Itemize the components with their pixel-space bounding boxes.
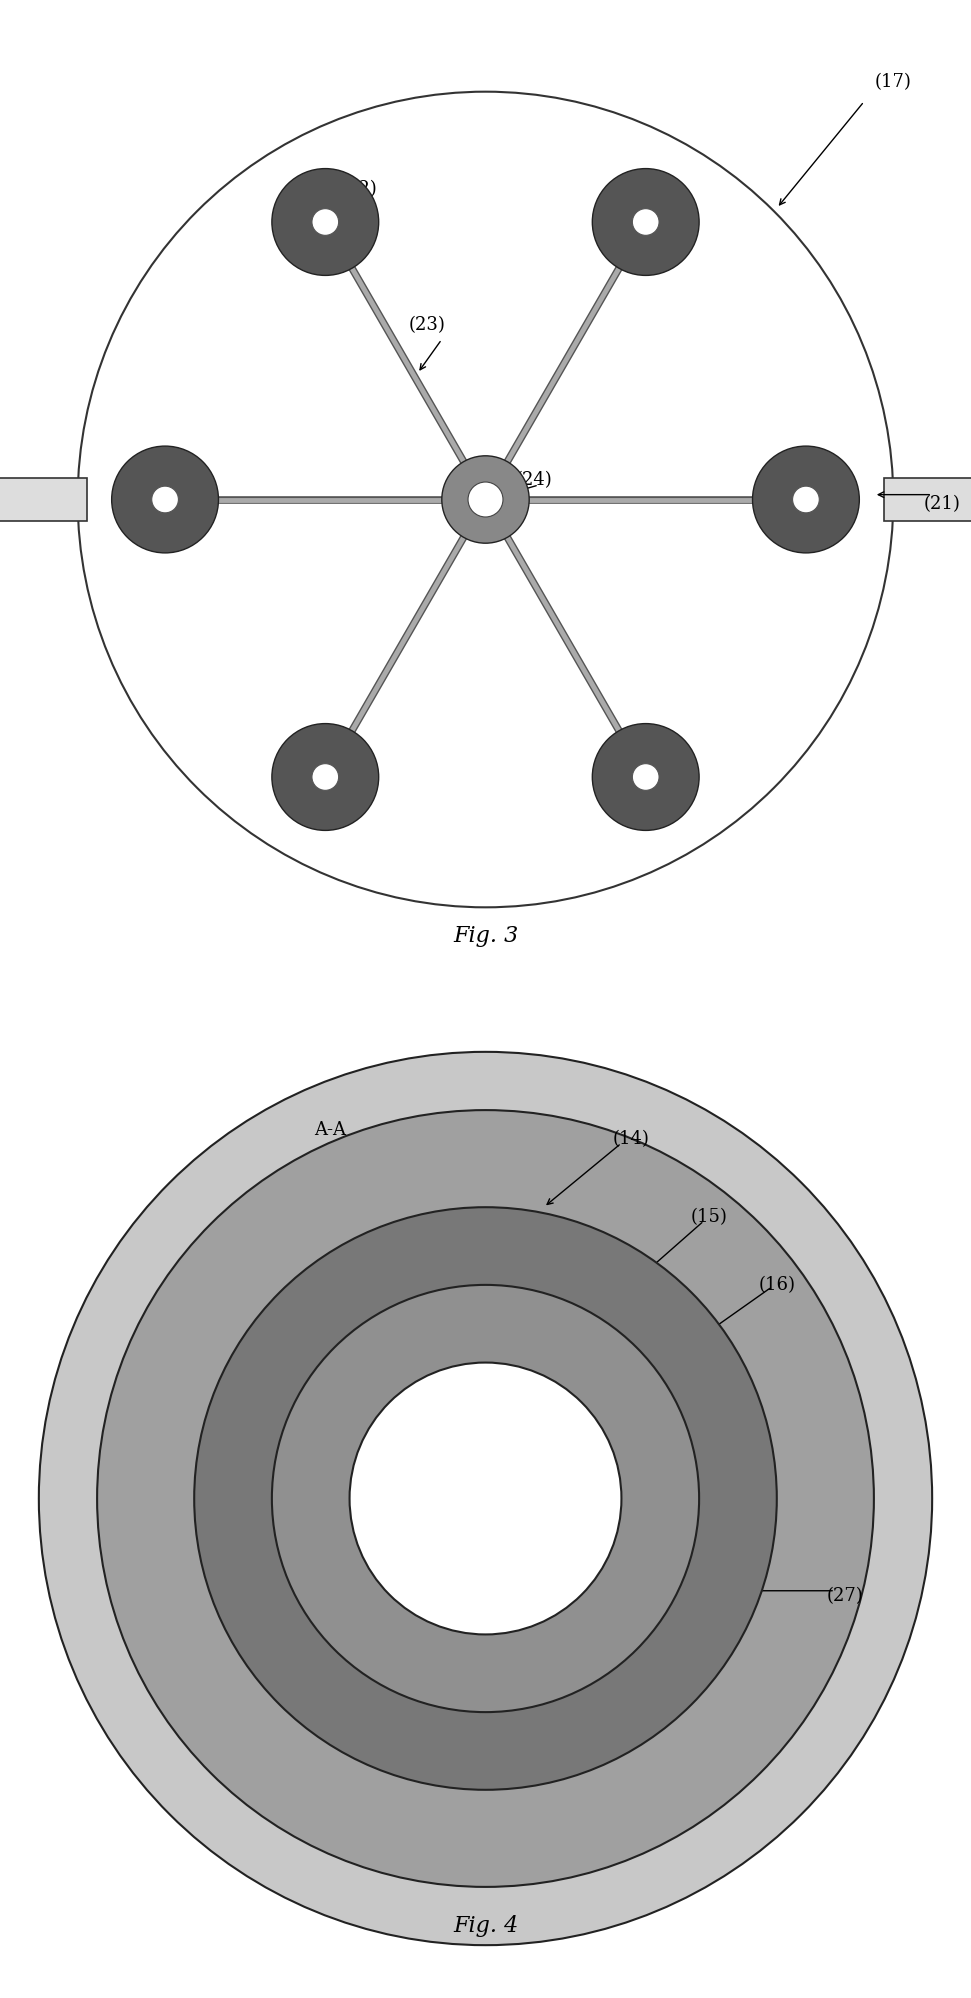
- Text: (17): (17): [875, 74, 912, 92]
- Text: Fig. 4: Fig. 4: [452, 1914, 519, 1936]
- Bar: [0, 478, 87, 521]
- Circle shape: [78, 92, 893, 907]
- Circle shape: [194, 1207, 777, 1790]
- Circle shape: [792, 486, 820, 513]
- Circle shape: [151, 486, 179, 513]
- Text: (27): (27): [826, 1586, 863, 1604]
- Circle shape: [312, 208, 339, 236]
- Text: (16): (16): [758, 1277, 795, 1295]
- Circle shape: [39, 1051, 932, 1946]
- Text: (23): (23): [409, 316, 446, 334]
- Text: (21): (21): [923, 496, 960, 513]
- Text: (15): (15): [690, 1209, 727, 1227]
- Circle shape: [753, 446, 859, 553]
- Circle shape: [97, 1111, 874, 1886]
- Circle shape: [112, 446, 218, 553]
- Circle shape: [272, 168, 379, 276]
- Circle shape: [272, 1285, 699, 1712]
- Circle shape: [632, 763, 659, 791]
- Circle shape: [592, 168, 699, 276]
- Text: (14): (14): [613, 1131, 650, 1149]
- Circle shape: [442, 456, 529, 543]
- Circle shape: [350, 1363, 621, 1634]
- Circle shape: [272, 723, 379, 831]
- Circle shape: [468, 482, 503, 517]
- Text: Fig. 3: Fig. 3: [452, 925, 519, 947]
- Circle shape: [592, 723, 699, 831]
- Bar: [884, 478, 971, 521]
- Text: (22): (22): [341, 180, 378, 198]
- Circle shape: [312, 763, 339, 791]
- Circle shape: [632, 208, 659, 236]
- Text: A-A: A-A: [315, 1121, 346, 1139]
- Text: (24): (24): [516, 472, 552, 490]
